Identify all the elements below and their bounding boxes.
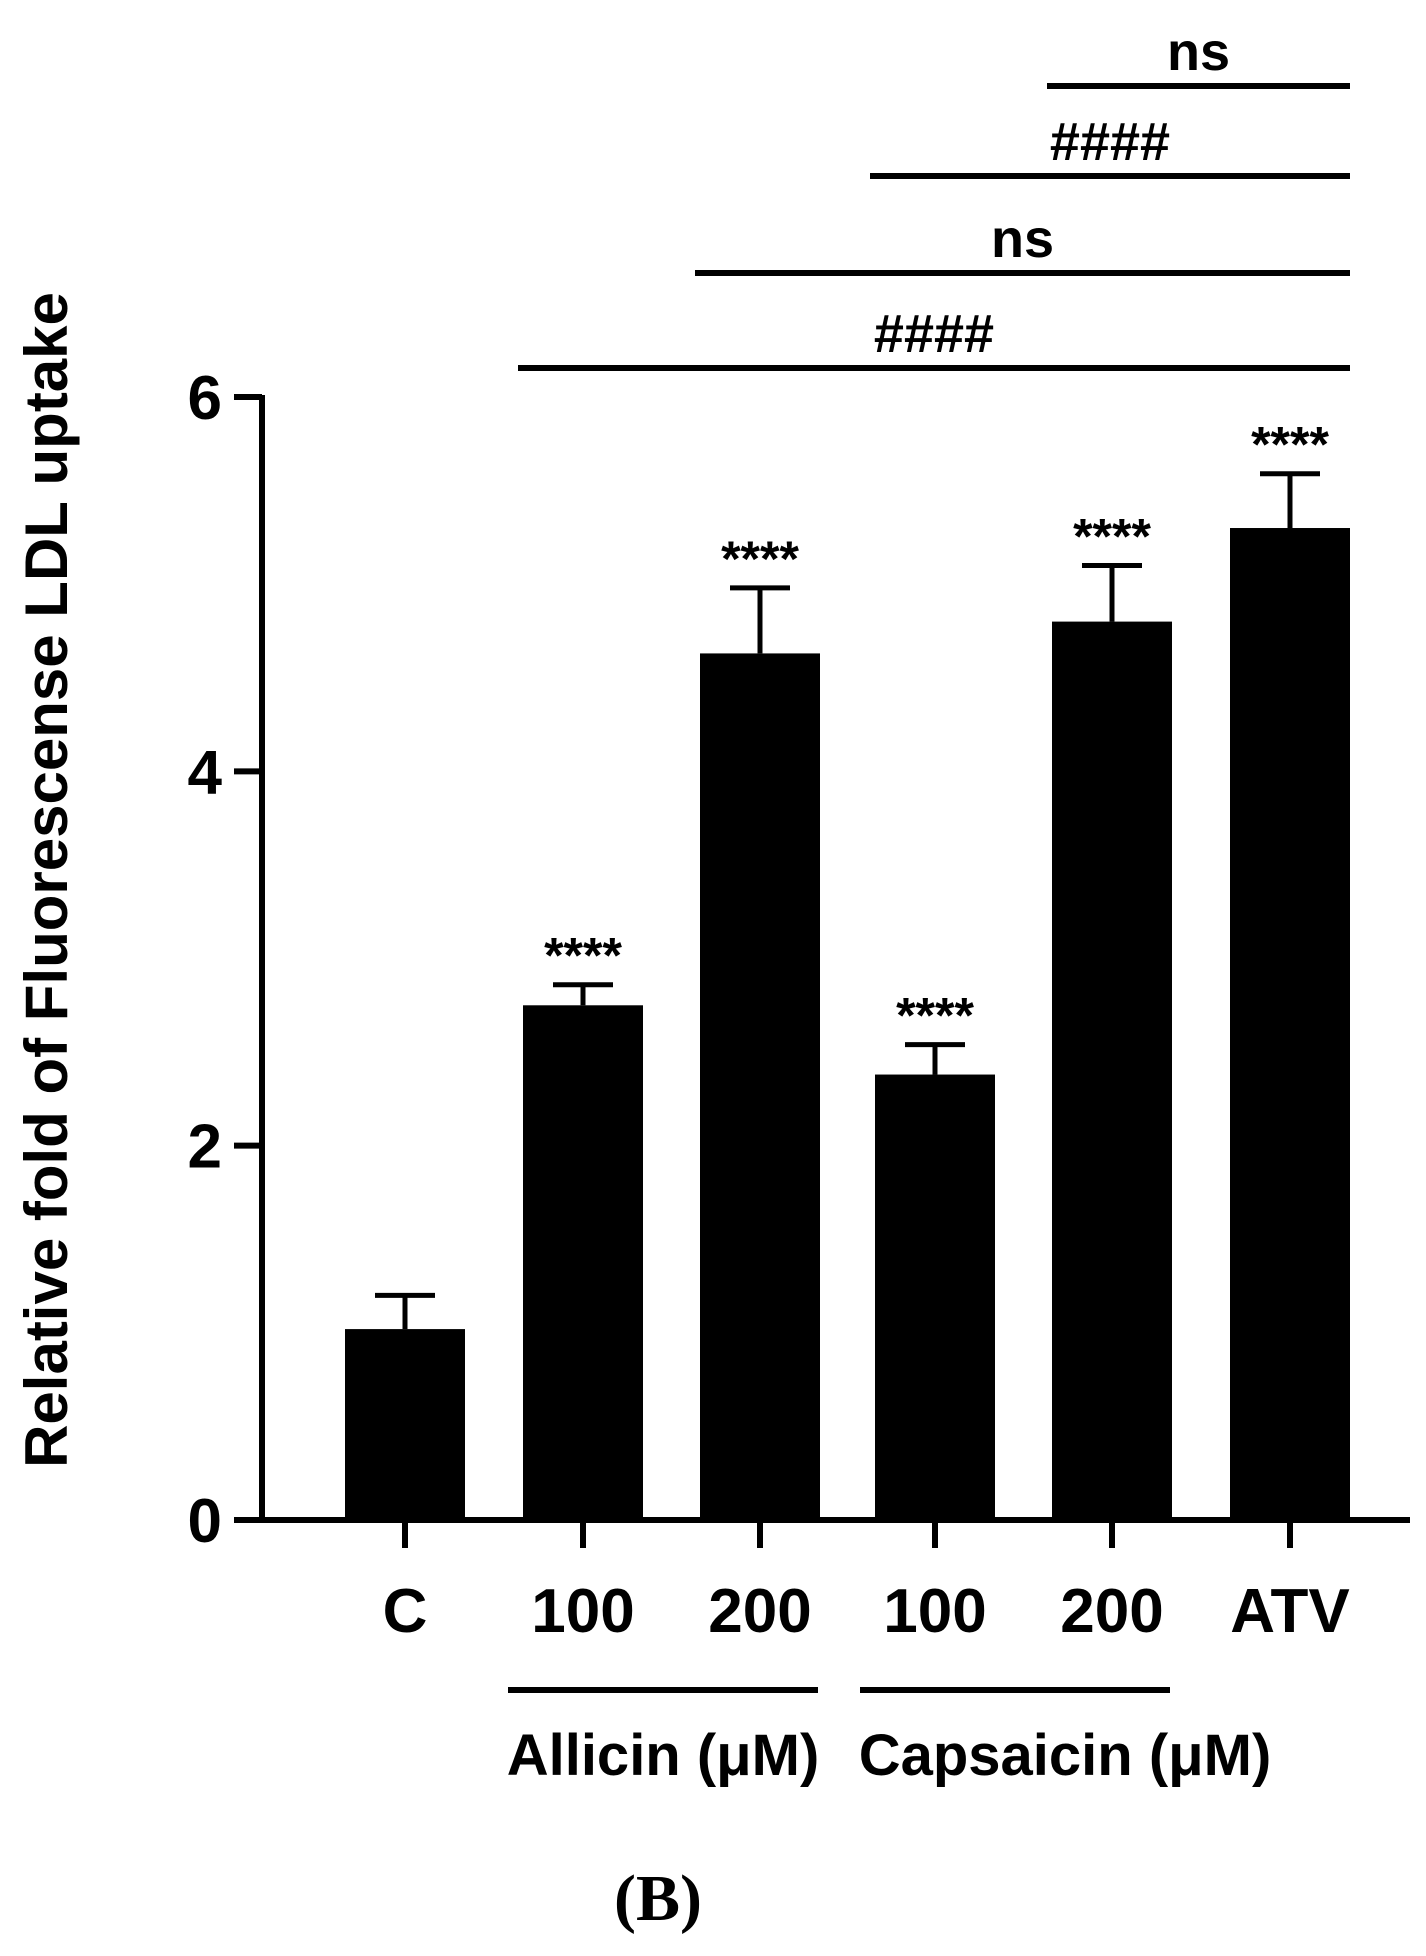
comparison-label-3: ns bbox=[1167, 22, 1230, 82]
y-tick-label-0: 0 bbox=[188, 1487, 222, 1556]
bar-3 bbox=[875, 1074, 995, 1520]
x-tick-label-5: ATV bbox=[1230, 1577, 1349, 1646]
bar-0 bbox=[345, 1329, 465, 1520]
comparison-label-2: #### bbox=[1050, 112, 1170, 172]
significance-label-1: **** bbox=[544, 928, 622, 984]
comparison-brackets: #### ns #### ns bbox=[518, 22, 1350, 371]
x-tick-label-3: 100 bbox=[883, 1577, 986, 1646]
bars bbox=[345, 528, 1350, 1520]
comparison-label-0: #### bbox=[874, 304, 994, 364]
significance-label-2: **** bbox=[721, 531, 799, 587]
bar-5 bbox=[1230, 528, 1350, 1520]
significance-annotations: **** **** **** **** **** bbox=[544, 417, 1329, 1044]
y-tick-label-2: 2 bbox=[188, 1113, 222, 1182]
bar-2 bbox=[700, 653, 820, 1520]
group-labels: Allicin (μM) Capsaicin (μM) bbox=[507, 1687, 1272, 1788]
significance-label-3: **** bbox=[896, 988, 974, 1044]
group-label-0: Allicin (μM) bbox=[507, 1723, 820, 1788]
panel-label: (B) bbox=[614, 1862, 702, 1935]
y-axis-label: Relative fold of Fluorescense LDL uptake bbox=[13, 292, 80, 1468]
x-axis: C 100 200 100 200 ATV bbox=[259, 1517, 1410, 1646]
bar-4 bbox=[1052, 621, 1172, 1520]
y-axis: 0 2 4 6 bbox=[188, 364, 265, 1556]
significance-label-4: **** bbox=[1073, 508, 1151, 564]
x-tick-label-4: 200 bbox=[1060, 1577, 1163, 1646]
y-tick-label-4: 4 bbox=[188, 738, 223, 807]
error-bars bbox=[375, 471, 1320, 1330]
comparison-label-1: ns bbox=[991, 209, 1054, 269]
y-tick-label-6: 6 bbox=[188, 364, 222, 433]
bar-1 bbox=[523, 1005, 643, 1520]
x-tick-label-0: C bbox=[383, 1577, 428, 1646]
x-tick-label-2: 200 bbox=[708, 1577, 811, 1646]
group-label-1: Capsaicin (μM) bbox=[859, 1723, 1272, 1788]
x-tick-label-1: 100 bbox=[531, 1577, 634, 1646]
significance-label-5: **** bbox=[1251, 417, 1329, 473]
